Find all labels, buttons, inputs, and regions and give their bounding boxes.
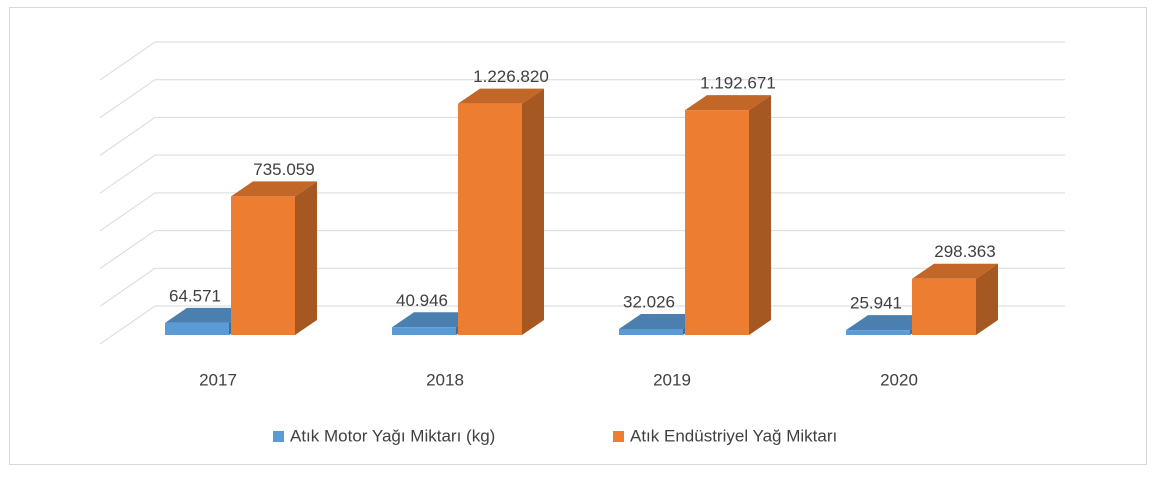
data-label: 298.363 <box>934 242 995 261</box>
x-tick-label: 2018 <box>426 370 464 389</box>
bar <box>912 263 998 335</box>
data-label: 40.946 <box>396 291 448 310</box>
bar-face <box>685 110 749 335</box>
bar-face <box>522 88 544 335</box>
bar-face <box>846 315 932 331</box>
bar-face <box>458 88 544 104</box>
legend-label: Atık Endüstriyel Yağ Miktarı <box>630 426 837 445</box>
bar-face <box>976 263 998 335</box>
bar-face <box>458 103 522 335</box>
data-label: 64.571 <box>169 286 221 305</box>
data-label: 1.192.671 <box>700 74 776 93</box>
bar-face <box>231 181 317 197</box>
x-tick-label: 2017 <box>199 370 237 389</box>
data-label: 735.059 <box>253 160 314 179</box>
bar-face <box>165 307 251 323</box>
bar-face <box>749 95 771 335</box>
data-label: 32.026 <box>623 292 675 311</box>
bar-face <box>846 330 910 335</box>
bar-face <box>295 181 317 335</box>
x-tick-label: 2019 <box>653 370 691 389</box>
bar-face <box>165 322 229 335</box>
bar-face <box>231 196 295 335</box>
bar-face <box>912 278 976 335</box>
bar <box>685 95 771 335</box>
bar-face <box>619 313 705 329</box>
data-label: 1.226.820 <box>473 67 549 86</box>
bar-face <box>619 328 683 335</box>
data-label: 25.941 <box>850 294 902 313</box>
bar-face <box>392 312 478 328</box>
bar-face <box>912 263 998 279</box>
legend-swatch <box>613 431 624 442</box>
chart-border <box>9 7 1147 465</box>
bar-face <box>685 95 771 111</box>
legend-label: Atık Motor Yağı Miktarı (kg) <box>290 426 495 445</box>
bar <box>231 181 317 335</box>
grid-line <box>99 79 1065 119</box>
grid-line <box>99 41 1065 81</box>
bar-face <box>392 327 456 335</box>
legend-swatch <box>273 431 284 442</box>
bar <box>458 88 544 335</box>
x-tick-label: 2020 <box>880 370 918 389</box>
